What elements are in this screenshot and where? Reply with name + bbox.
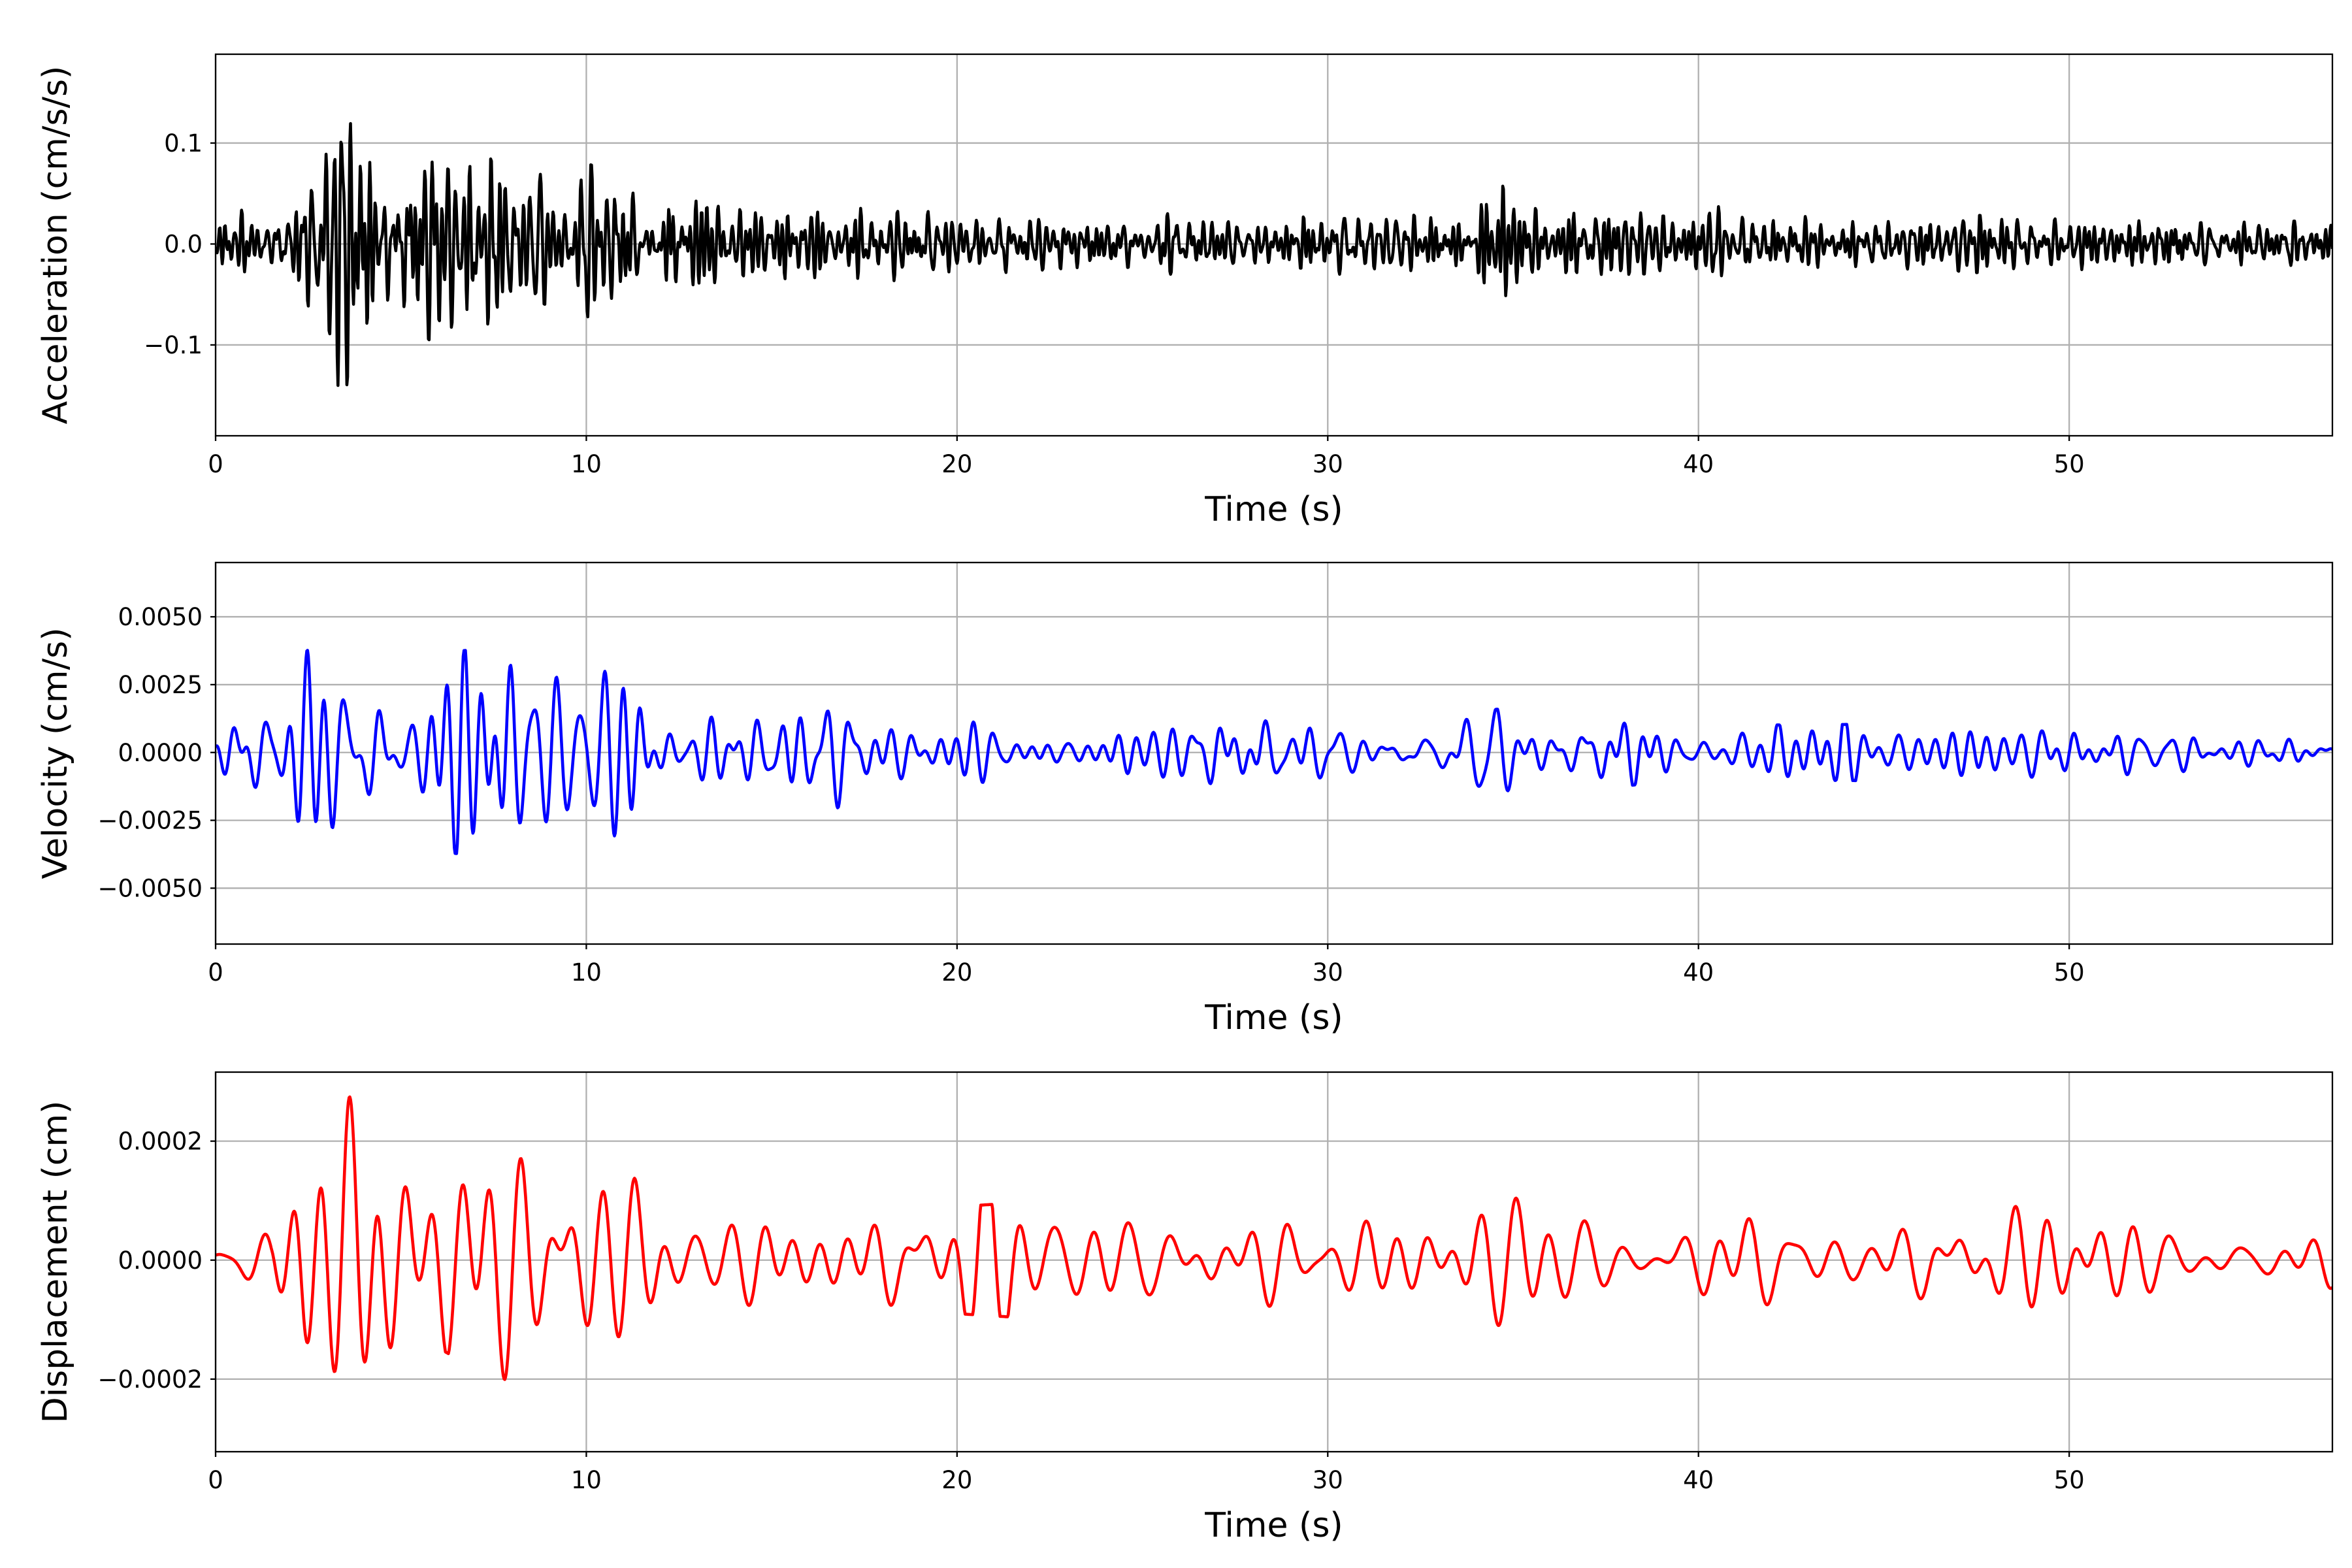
velocity-series-line bbox=[216, 649, 2332, 855]
displacement-panel: 0 10 20 30 40 50 −0.0002 0.0000 0.0002 Time (s) Di… bbox=[36, 1071, 2334, 1545]
x-tick-label: 40 bbox=[1683, 958, 1714, 987]
y-tick-label: 0.0 bbox=[164, 230, 203, 258]
x-tick-label: 20 bbox=[941, 958, 972, 987]
x-tick-label: 10 bbox=[571, 1466, 602, 1494]
x-tick-label: 0 bbox=[208, 450, 223, 478]
y-tick-label: 0.0000 bbox=[118, 1247, 203, 1275]
acceleration-series-line bbox=[216, 122, 2332, 387]
axes-frame bbox=[214, 1071, 2334, 1453]
x-tick-label: 50 bbox=[2054, 958, 2085, 987]
x-tick-label: 0 bbox=[208, 958, 223, 987]
x-tick-label: 50 bbox=[2054, 1466, 2085, 1494]
x-tick-label: 10 bbox=[571, 450, 602, 478]
y-tick-label: −0.1 bbox=[144, 331, 203, 359]
y-tick-label: 0.0050 bbox=[118, 603, 203, 631]
y-tick-label: −0.0050 bbox=[98, 874, 203, 902]
axes-frame bbox=[214, 53, 2334, 437]
x-tick-label: 30 bbox=[1313, 958, 1343, 987]
y-tick-label: −0.0025 bbox=[98, 807, 203, 835]
y-tick-label: −0.0002 bbox=[98, 1365, 203, 1394]
y-tick-label: 0.0002 bbox=[118, 1128, 203, 1156]
x-tick-label: 20 bbox=[941, 1466, 972, 1494]
y-axis-label: Acceleration (cm/s/s) bbox=[36, 66, 75, 425]
x-axis-label: Time (s) bbox=[1204, 490, 1343, 529]
y-axis-label: Velocity (cm/s) bbox=[36, 628, 75, 879]
x-axis-label: Time (s) bbox=[1204, 998, 1343, 1037]
axes-frame bbox=[214, 561, 2334, 945]
y-tick-label: 0.0025 bbox=[118, 671, 203, 699]
x-tick-label: 10 bbox=[571, 958, 602, 987]
x-tick-label: 40 bbox=[1683, 1466, 1714, 1494]
x-tick-label: 0 bbox=[208, 1466, 223, 1494]
y-tick-label: 0.0000 bbox=[118, 739, 203, 767]
x-tick-label: 50 bbox=[2054, 450, 2085, 478]
x-axis-label: Time (s) bbox=[1204, 1506, 1343, 1545]
velocity-panel: 0 10 20 30 40 50 −0.0050 −0.0025 0.0000 0.0025 0.0… bbox=[36, 561, 2334, 1037]
x-tick-label: 30 bbox=[1313, 1466, 1343, 1494]
x-tick-label: 40 bbox=[1683, 450, 1714, 478]
acceleration-panel: 0 10 20 30 40 50 −0.1 0.0 0.1 Time (s) Acceleratio… bbox=[36, 53, 2334, 529]
displacement-series-line bbox=[216, 1095, 2332, 1381]
x-tick-label: 30 bbox=[1313, 450, 1343, 478]
y-axis-label: Displacement (cm) bbox=[36, 1101, 75, 1424]
y-tick-label: 0.1 bbox=[164, 129, 203, 157]
x-tick-label: 20 bbox=[941, 450, 972, 478]
